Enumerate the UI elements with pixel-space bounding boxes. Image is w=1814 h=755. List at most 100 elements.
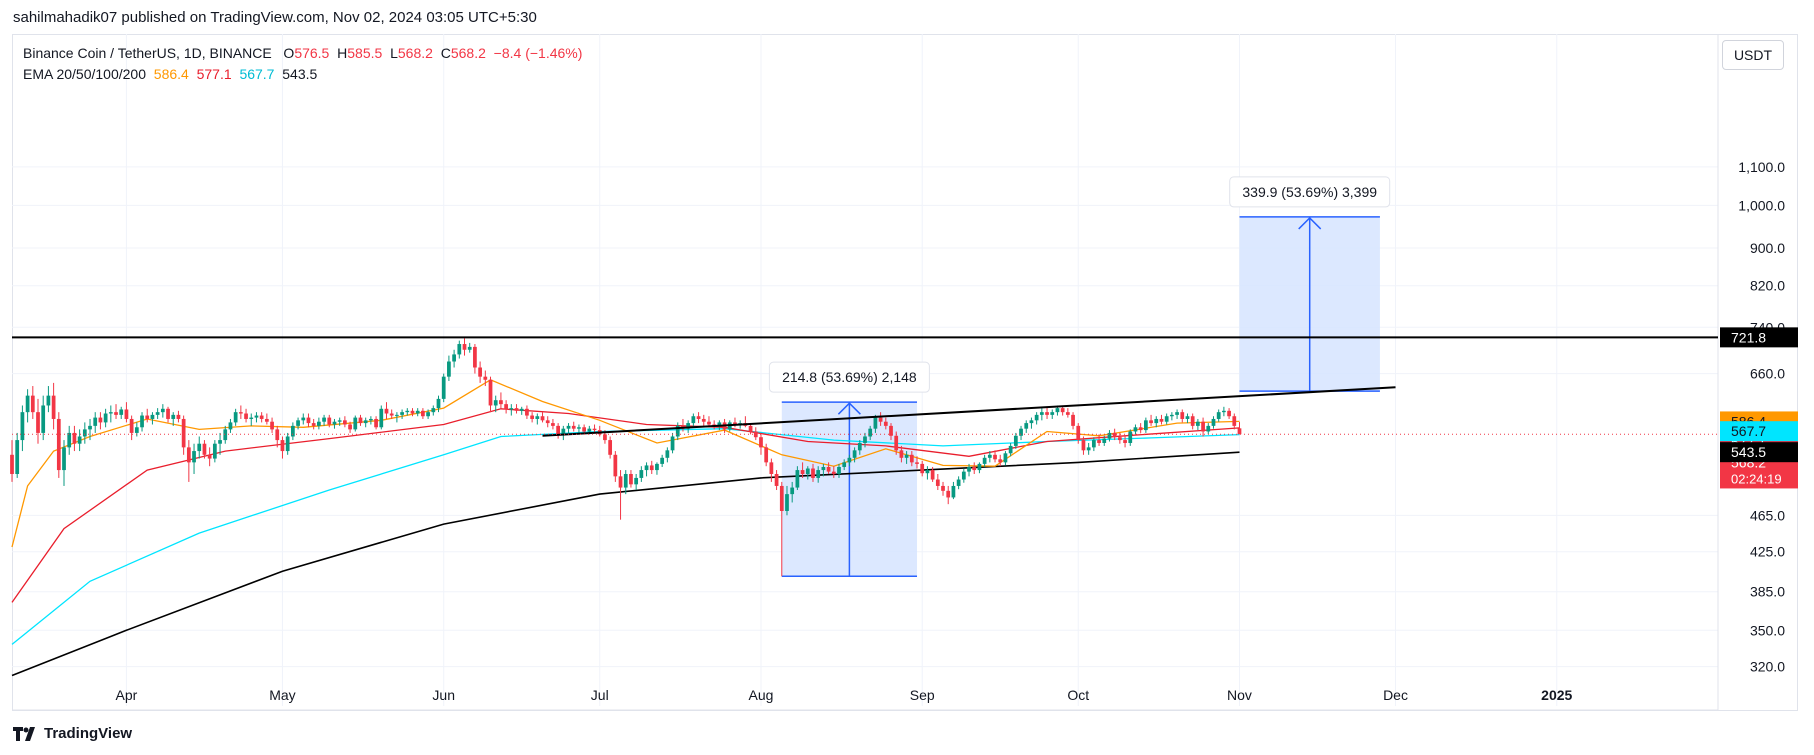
candle-body [285, 436, 290, 452]
candle-body [88, 425, 92, 430]
candle-body [1237, 428, 1242, 435]
tradingview-logo[interactable]: TradingView [13, 725, 132, 742]
candle-body [660, 457, 665, 464]
candle [509, 404, 514, 416]
candle-body [556, 425, 561, 435]
candle-body [223, 429, 228, 441]
candle [894, 431, 899, 455]
candle [519, 406, 524, 415]
candle-body [956, 479, 961, 486]
candle [566, 423, 571, 433]
candle [202, 440, 207, 459]
candle-body [883, 421, 888, 426]
candle [270, 417, 274, 433]
candle-body [1102, 438, 1107, 443]
change-value: −8.4 (−1.46%) [493, 45, 583, 61]
candle [904, 451, 909, 464]
candle [592, 424, 597, 433]
candle [1107, 430, 1112, 442]
candle [1154, 416, 1159, 428]
x-tick-label: May [269, 687, 295, 703]
candle-body [831, 471, 836, 474]
candle-body [535, 416, 540, 419]
candle [212, 440, 217, 463]
candle-body [379, 408, 384, 428]
candle-body [873, 417, 878, 429]
measure-label: 214.8 (53.69%) 2,148 [782, 369, 917, 385]
candle-body [519, 408, 524, 411]
candle-body [1055, 408, 1060, 413]
candle-body [108, 412, 113, 414]
low-label: L [390, 45, 398, 61]
candle-body [415, 410, 420, 414]
candle-body [530, 415, 534, 419]
candle [483, 370, 488, 387]
candle [186, 440, 191, 482]
candle-body [348, 424, 352, 430]
candle [410, 408, 415, 417]
candle-body [629, 473, 633, 485]
candle-body [192, 451, 196, 463]
candle-body [296, 420, 300, 426]
candle [618, 470, 623, 520]
ema200-line [11, 451, 1240, 677]
candle [467, 342, 472, 353]
candle [421, 408, 425, 419]
candle [77, 429, 82, 452]
candle-body [233, 412, 238, 423]
candle-body [493, 400, 498, 406]
candle-body [1045, 412, 1049, 415]
candle [785, 485, 789, 516]
candle [332, 418, 337, 429]
candle [41, 395, 46, 441]
candle-body [447, 361, 451, 377]
candle [1175, 409, 1179, 419]
candle-body [1159, 418, 1164, 422]
candle [488, 376, 493, 413]
candle [374, 416, 378, 430]
candle-body [577, 427, 581, 429]
candle-body [473, 346, 477, 368]
candle-body [322, 417, 326, 422]
candle-body [675, 425, 680, 437]
candle [405, 408, 410, 416]
candle-body [904, 454, 909, 458]
candle [1071, 412, 1075, 430]
currency-button[interactable]: USDT [1722, 40, 1784, 70]
candle [228, 418, 233, 433]
candle-body [1034, 414, 1039, 421]
candle-body [1081, 440, 1086, 451]
candle-body [1185, 416, 1190, 419]
candle-body [982, 457, 987, 464]
candle-body [504, 404, 508, 410]
candle-body [1154, 418, 1159, 424]
measure-arrow-head [1298, 216, 1322, 230]
candle [909, 451, 914, 467]
candle-body [571, 425, 576, 429]
candle [764, 443, 769, 467]
candle [384, 402, 389, 419]
ema-legend[interactable]: EMA 20/50/100/200 586.4 577.1 567.7 543.… [23, 66, 317, 82]
candle-body [369, 418, 373, 421]
candle-body [467, 346, 472, 350]
candle [951, 481, 956, 500]
candle-body [41, 405, 46, 433]
candle [743, 416, 748, 428]
measure-label-box [768, 361, 930, 393]
candle-body [961, 471, 966, 480]
candle [358, 414, 363, 426]
candle [1143, 417, 1148, 433]
candle [223, 425, 228, 444]
candle [395, 412, 399, 423]
candle [1086, 442, 1091, 455]
candle [935, 473, 940, 491]
candle [1123, 435, 1127, 448]
symbol-legend[interactable]: Binance Coin / TetherUS, 1D, BINANCE O57… [23, 45, 582, 61]
candle-body [212, 443, 217, 459]
candle [238, 405, 243, 419]
candle [1019, 425, 1023, 441]
candle [899, 445, 904, 463]
candle [207, 447, 212, 467]
candle-body [1128, 431, 1133, 443]
